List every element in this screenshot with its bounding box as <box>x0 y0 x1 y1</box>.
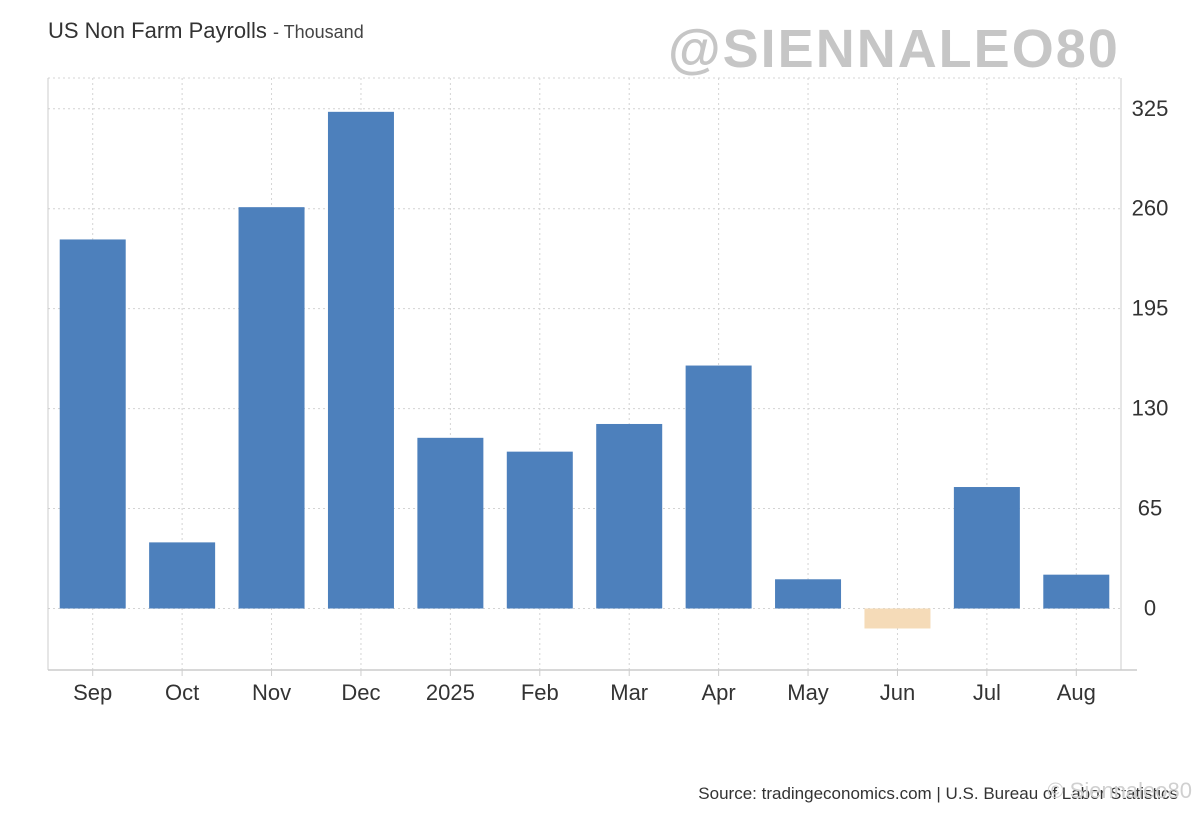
x-tick-label: Sep <box>73 680 112 705</box>
x-tick-label: Oct <box>165 680 199 705</box>
source-note: Source: tradingeconomics.com | U.S. Bure… <box>698 784 1178 803</box>
y-tick-label: 195 <box>1132 296 1169 321</box>
x-tick-label: Jun <box>880 680 915 705</box>
chart-unit: Thousand <box>283 22 364 42</box>
bar <box>775 579 842 609</box>
y-tick-label: 260 <box>1132 196 1169 221</box>
x-tick-label: Jul <box>973 680 1001 705</box>
source-watermark: © Siennaleo80 <box>1047 778 1192 803</box>
bar <box>149 542 216 609</box>
x-tick-label: Apr <box>702 680 736 705</box>
x-tick-label: Feb <box>521 680 559 705</box>
bar <box>506 451 573 609</box>
watermark: @SIENNALEO80 <box>668 19 1120 79</box>
bar <box>596 423 663 609</box>
x-tick-label: May <box>787 680 829 705</box>
bar <box>685 365 752 609</box>
bar <box>59 239 126 609</box>
chart-unit-prefix: - <box>272 22 284 42</box>
x-tick-label: Aug <box>1057 680 1096 705</box>
chart-title-block: US Non Farm Payrolls - Thousand <box>48 18 364 44</box>
y-tick-label: 325 <box>1132 96 1169 121</box>
y-tick-label: 65 <box>1138 496 1162 521</box>
bar <box>327 111 394 609</box>
y-tick-label: 130 <box>1132 396 1169 421</box>
x-tick-label: 2025 <box>426 680 475 705</box>
bar <box>953 487 1020 609</box>
bar <box>417 437 484 609</box>
x-tick-label: Mar <box>610 680 648 705</box>
bar <box>238 207 305 609</box>
x-tick-label: Dec <box>341 680 380 705</box>
x-tick-label: Nov <box>252 680 291 705</box>
chart-title: US Non Farm Payrolls <box>48 18 267 43</box>
bar <box>864 608 931 629</box>
bar <box>1043 574 1110 609</box>
y-tick-label: 0 <box>1144 595 1156 620</box>
